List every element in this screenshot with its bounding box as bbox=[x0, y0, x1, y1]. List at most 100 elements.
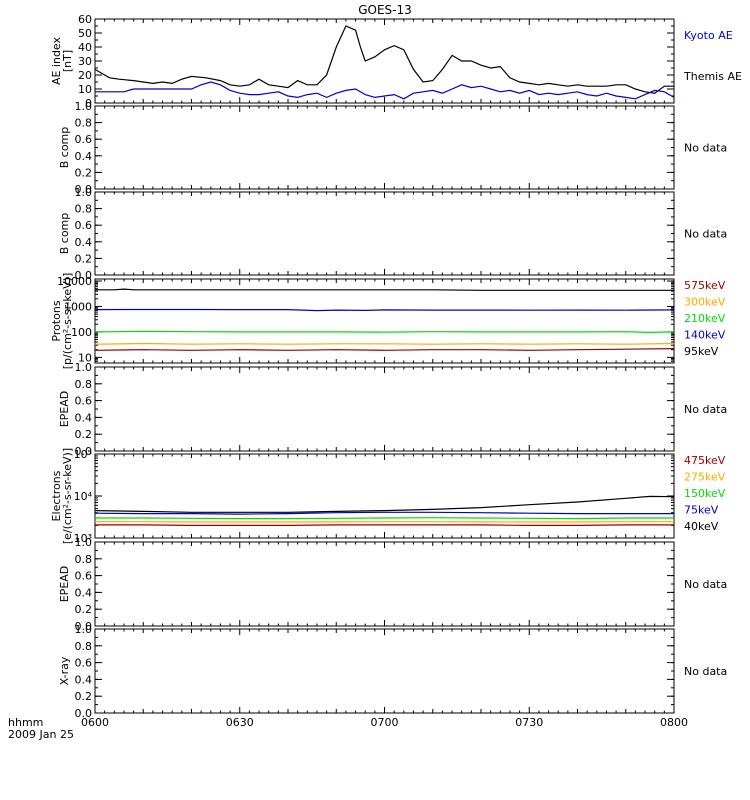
series-line-140kev bbox=[94, 308, 675, 312]
y-tick-label: 0.6 bbox=[75, 395, 93, 408]
x-tick-label: 0800 bbox=[660, 716, 688, 729]
series-line-kyoto-ae bbox=[95, 81, 675, 100]
legend-entry: 140keV bbox=[684, 329, 726, 342]
legend-entry: 150keV bbox=[684, 487, 726, 500]
panel-frame bbox=[94, 191, 675, 276]
date-label: 2009 Jan 25 bbox=[8, 728, 74, 741]
y-tick-label: 0.4 bbox=[75, 586, 93, 599]
y-axis-label: AE index bbox=[50, 36, 63, 85]
panel-5: 0.0 0.2 0.4 0.6 0.8 1.0 EPEAD No data bbox=[58, 361, 727, 458]
x-tick-label: 0630 bbox=[226, 716, 254, 729]
y-tick-label: 0.4 bbox=[75, 236, 93, 249]
y-tick-label: 0.0 bbox=[75, 445, 93, 458]
y-tick-label: 0.6 bbox=[75, 570, 93, 583]
panel-6: 10³ 10⁴ 10⁵ Electrons[e/(cm²-s-sr-keV)] 475k… bbox=[50, 448, 726, 545]
y-tick-label: 0.2 bbox=[75, 603, 93, 616]
series-line-95kev bbox=[95, 288, 674, 291]
y-axis-label: [e/(cm²-s-sr-keV)] bbox=[61, 448, 74, 544]
y-tick-label: 40 bbox=[78, 41, 92, 54]
y-tick-label: 0.0 bbox=[75, 620, 93, 633]
y-tick-label: 10⁴ bbox=[74, 490, 93, 503]
legend-entry: No data bbox=[684, 665, 727, 678]
y-tick-label: 1.0 bbox=[75, 623, 93, 636]
y-tick-label: 1000 bbox=[64, 300, 92, 313]
legend-entry: 475keV bbox=[684, 454, 726, 467]
legend-entry: Themis AE bbox=[683, 70, 742, 83]
y-tick-label: 0.8 bbox=[75, 203, 93, 216]
y-tick-label: 0 bbox=[85, 97, 92, 110]
series-line-475kev bbox=[95, 524, 674, 527]
x-tick-label: 0700 bbox=[371, 716, 399, 729]
legend-entry: 40keV bbox=[684, 520, 719, 533]
legend-entry: No data bbox=[684, 578, 727, 591]
panel-2: 0.0 0.2 0.4 0.6 0.8 1.0 B comp No data bbox=[58, 100, 727, 196]
legend-entry: 75keV bbox=[684, 504, 719, 517]
y-tick-label: 0.2 bbox=[75, 690, 93, 703]
panel-8: 0.0 0.2 0.4 0.6 0.8 1.0 X-ray No data bbox=[58, 623, 727, 720]
panel-frame bbox=[94, 18, 675, 104]
x-tick-label: 0730 bbox=[515, 716, 543, 729]
y-tick-label: 10000 bbox=[57, 275, 92, 288]
legend-entry: 95keV bbox=[684, 345, 719, 358]
y-tick-label: 0.0 bbox=[75, 269, 93, 282]
legend-entry: 210keV bbox=[684, 312, 726, 325]
panel-frame bbox=[94, 366, 675, 452]
y-tick-label: 0.6 bbox=[75, 133, 93, 146]
y-axis-label: EPEAD bbox=[58, 566, 71, 603]
panel-frame bbox=[94, 628, 675, 714]
y-tick-label: 10 bbox=[78, 351, 92, 364]
panel-frame bbox=[94, 541, 675, 627]
time-axis: 0600 0630 0700 0730 0800 bbox=[81, 716, 688, 729]
y-axis-label: B comp bbox=[58, 213, 71, 255]
y-tick-label: 1.0 bbox=[75, 361, 93, 374]
y-tick-label: 0.2 bbox=[75, 428, 93, 441]
y-axis-label: B comp bbox=[58, 127, 71, 169]
legend-entry: Kyoto AE bbox=[684, 29, 733, 42]
y-tick-label: 0.6 bbox=[75, 657, 93, 670]
series-line-40kev bbox=[94, 495, 675, 513]
y-axis-label: Electrons bbox=[50, 470, 63, 521]
legend-entry: 300keV bbox=[684, 296, 726, 309]
y-tick-label: 0.2 bbox=[75, 252, 93, 265]
legend-entry: No data bbox=[684, 228, 727, 241]
y-axis-label: Protons bbox=[50, 300, 63, 341]
y-tick-label: 0.4 bbox=[75, 411, 93, 424]
y-tick-label: 0.4 bbox=[75, 673, 93, 686]
panel-3: 0.0 0.2 0.4 0.6 0.8 1.0 B comp No data bbox=[58, 186, 727, 282]
y-tick-label: 10⁵ bbox=[74, 448, 92, 461]
y-tick-label: 10 bbox=[78, 83, 92, 96]
y-tick-label: 0.6 bbox=[75, 219, 93, 232]
y-tick-label: 30 bbox=[78, 55, 92, 68]
y-tick-label: 1.0 bbox=[75, 100, 93, 113]
series-line-themis-ae bbox=[94, 25, 674, 94]
series-line-300kev bbox=[94, 342, 675, 345]
y-tick-label: 1.0 bbox=[75, 186, 93, 199]
series-line-575kev bbox=[94, 348, 675, 351]
y-tick-label: 20 bbox=[78, 69, 92, 82]
y-tick-label: 0.8 bbox=[75, 117, 93, 130]
x-tick-label: 0600 bbox=[81, 716, 109, 729]
legend-entry: No data bbox=[684, 403, 727, 416]
panel-4: 10 100 1000 10000 Protons[p/(cm²-s-sr-keV)] 5… bbox=[50, 273, 726, 370]
series-line-75kev bbox=[94, 511, 674, 515]
y-axis-label: [p/(cm²-s-sr-keV)] bbox=[61, 273, 74, 370]
legend-entry: 575keV bbox=[684, 279, 726, 292]
time-axis-label: hhmm bbox=[8, 716, 43, 729]
series-line-210kev bbox=[94, 330, 675, 334]
y-axis-label: EPEAD bbox=[58, 391, 71, 428]
legend-entry: 275keV bbox=[684, 471, 726, 484]
y-tick-label: 0.0 bbox=[75, 183, 93, 196]
legend-entry: No data bbox=[684, 142, 727, 155]
y-tick-label: 0.0 bbox=[75, 707, 93, 720]
figure-title: GOES-13 bbox=[358, 3, 412, 17]
y-tick-label: 0.8 bbox=[75, 640, 93, 653]
panel-frame bbox=[94, 105, 675, 190]
y-tick-label: 60 bbox=[78, 13, 92, 26]
y-tick-label: 1.0 bbox=[75, 536, 93, 549]
y-tick-label: 0.2 bbox=[75, 166, 93, 179]
y-tick-label: 0.8 bbox=[75, 553, 93, 566]
y-tick-label: 0.8 bbox=[75, 378, 93, 391]
